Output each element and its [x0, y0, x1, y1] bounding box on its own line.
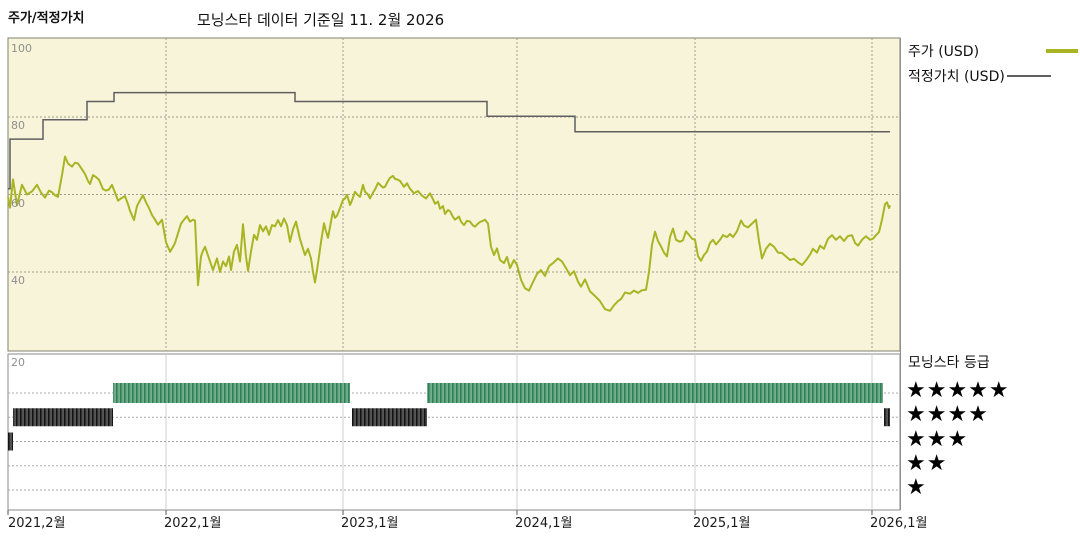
rating-panel-title: 모닝스타 등급	[908, 355, 990, 371]
star-row: ★	[906, 475, 927, 500]
fair-value-line-swatch	[1006, 74, 1051, 77]
legend-fair-label: 적정가치 (USD)	[908, 68, 1005, 85]
star-row: ★★	[906, 450, 948, 476]
y-axis-label: 60	[11, 196, 25, 210]
legend-item-fair-value: 적정가치 (USD)	[908, 63, 1078, 88]
y-axis-label: 100	[11, 41, 32, 55]
x-axis-label: 2024,1월	[515, 516, 573, 531]
asof-subtitle: 모닝스타 데이터 기준일 11. 2월 2026	[197, 11, 445, 29]
x-axis-label: 2021,2월	[8, 516, 66, 531]
panel-divider	[900, 38, 901, 510]
chart-legend: 주가 (USD) 적정가치 (USD)	[908, 38, 1078, 88]
y-axis-label: 40	[11, 274, 25, 287]
x-axis-label: 2022,1월	[164, 516, 222, 531]
star-row: ★★★	[906, 426, 969, 452]
price-line-swatch	[1046, 48, 1078, 53]
rating-stars-legend: ★★★★★ ★★★★ ★★★ ★★ ★	[906, 379, 1076, 500]
legend-price-label: 주가 (USD)	[908, 43, 980, 60]
page-title: 주가/적정가치	[8, 11, 85, 26]
star-row: ★★★★	[906, 402, 989, 428]
legend-item-price: 주가 (USD)	[908, 38, 1078, 63]
x-axis-label: 2023,1월	[341, 516, 399, 531]
y-axis-label: 20	[11, 356, 25, 369]
star-row: ★★★★★	[906, 378, 1010, 403]
y-axis-label: 80	[11, 119, 25, 132]
x-axis-label: 2026,1월	[870, 516, 928, 531]
x-axis-label: 2025,1월	[693, 516, 751, 531]
